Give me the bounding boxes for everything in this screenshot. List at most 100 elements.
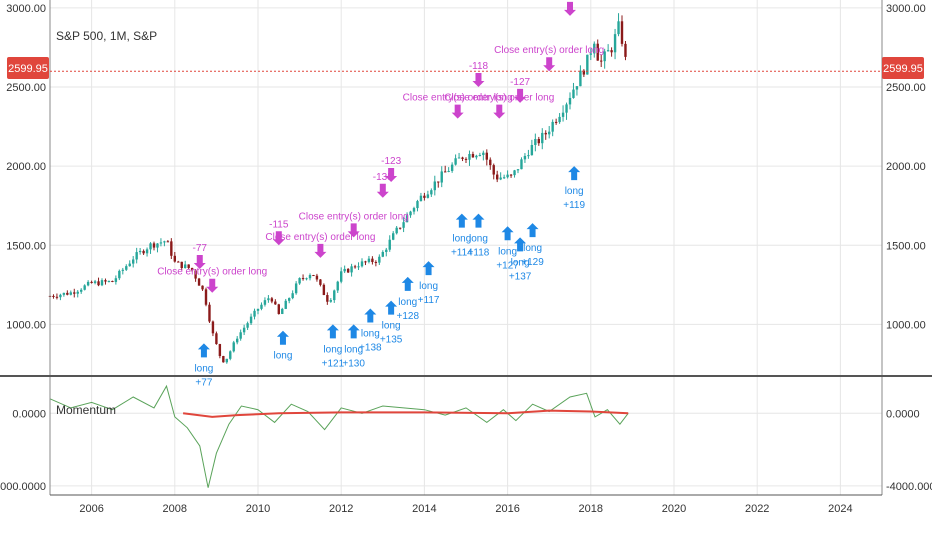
candle-body xyxy=(482,152,485,156)
candle-body xyxy=(59,294,62,298)
entry-arrow-icon xyxy=(385,300,398,315)
candle-body xyxy=(367,258,371,262)
candle-body xyxy=(187,264,190,268)
candle-body xyxy=(104,280,107,282)
candle-body xyxy=(606,50,610,52)
candle-body xyxy=(392,233,395,240)
x-tick-label: 2018 xyxy=(579,503,603,515)
candle-body xyxy=(520,159,523,170)
candle-body xyxy=(204,289,208,305)
exit-arrow-icon xyxy=(347,223,360,238)
candle-body xyxy=(166,241,170,243)
candle-body xyxy=(558,116,561,123)
candle-body xyxy=(489,159,492,166)
candle-body xyxy=(582,70,586,75)
exit-arrow-icon xyxy=(514,88,527,103)
candle-body xyxy=(173,255,176,262)
price-y-tick-left: 1000.00 xyxy=(6,319,46,331)
candle-body xyxy=(326,295,329,302)
candle-body xyxy=(274,301,277,305)
entry-pnl-label: +135 xyxy=(380,335,403,346)
candle-body xyxy=(506,174,509,178)
exit-label: -118 xyxy=(469,61,489,72)
candle-body xyxy=(73,292,76,294)
price-y-tick-left: 2500.00 xyxy=(6,82,46,94)
candle-body xyxy=(256,308,260,311)
candle-body xyxy=(402,222,405,228)
entry-pnl-label: +128 xyxy=(396,311,419,322)
entry-label: long xyxy=(194,363,213,374)
entry-arrow-icon xyxy=(347,324,360,339)
exit-arrow-icon xyxy=(472,73,485,88)
candle-body xyxy=(340,271,343,282)
candle-body xyxy=(301,278,305,280)
price-tag-left: 2599.95 xyxy=(7,57,49,79)
candle-body xyxy=(125,266,128,270)
candle-body xyxy=(357,266,360,268)
candle-body xyxy=(135,252,138,260)
price-tag-left-bg xyxy=(7,57,49,79)
candle-body xyxy=(568,97,572,105)
candle-body xyxy=(437,181,440,183)
entry-label: long xyxy=(382,321,401,332)
candle-body xyxy=(329,300,332,302)
candle-body xyxy=(617,21,620,35)
candle-body xyxy=(450,164,454,171)
candle-body xyxy=(86,281,90,286)
candle-body xyxy=(596,43,599,61)
candle-body xyxy=(138,250,142,253)
candle-body xyxy=(249,316,253,324)
price-tag-right-bg xyxy=(882,57,924,79)
x-tick-label: 2020 xyxy=(662,503,686,515)
candle-body xyxy=(76,291,79,294)
candle-body xyxy=(218,344,222,357)
candle-body xyxy=(322,284,326,296)
candle-body xyxy=(541,132,544,144)
entry-arrow-icon xyxy=(401,276,414,291)
entry-label: long xyxy=(498,246,517,257)
price-y-tick-right: 2000.00 xyxy=(886,161,926,173)
candle-body xyxy=(499,177,502,180)
exit-label: -127 xyxy=(510,77,530,88)
candle-body xyxy=(197,278,201,286)
price-tag-left-label: 2599.95 xyxy=(8,63,48,75)
candle-body xyxy=(242,327,246,333)
candle-body xyxy=(475,155,478,158)
entry-arrow-icon xyxy=(364,308,377,323)
candle-body xyxy=(83,285,86,290)
candle-body xyxy=(260,304,263,309)
candle-body xyxy=(55,296,59,298)
candle-body xyxy=(229,351,232,359)
candle-body xyxy=(177,261,180,263)
signal-line xyxy=(182,409,629,418)
exit-label: Close entry(s) order long xyxy=(494,45,604,56)
candle-body xyxy=(350,266,353,273)
candle-body xyxy=(194,270,197,279)
momentum-panel xyxy=(49,384,629,488)
candle-body xyxy=(239,332,242,339)
candle-body xyxy=(225,358,228,363)
candle-body xyxy=(464,158,468,160)
candle-body xyxy=(170,241,173,256)
candle-body xyxy=(93,281,97,283)
candle-body xyxy=(610,50,613,53)
candle-body xyxy=(388,239,391,250)
entry-label: long xyxy=(511,257,530,268)
candle-body xyxy=(561,112,565,117)
exit-arrow-icon xyxy=(314,243,327,258)
exit-label: Close entry(s) order long xyxy=(403,93,513,104)
candle-body xyxy=(360,261,364,267)
candle-body xyxy=(579,70,582,87)
candle-body xyxy=(149,243,152,250)
entry-arrow-icon xyxy=(197,343,210,358)
candle-body xyxy=(156,243,159,248)
candle-body xyxy=(211,321,215,334)
candle-body xyxy=(405,215,409,223)
momentum-y-tick-right: 0.0000 xyxy=(886,408,920,420)
candle-body xyxy=(80,289,83,292)
entry-arrow-icon xyxy=(422,261,435,276)
price-tag-right-label: 2599.95 xyxy=(883,63,923,75)
entry-pnl-label: +130 xyxy=(342,358,365,369)
candle-body xyxy=(624,43,627,57)
